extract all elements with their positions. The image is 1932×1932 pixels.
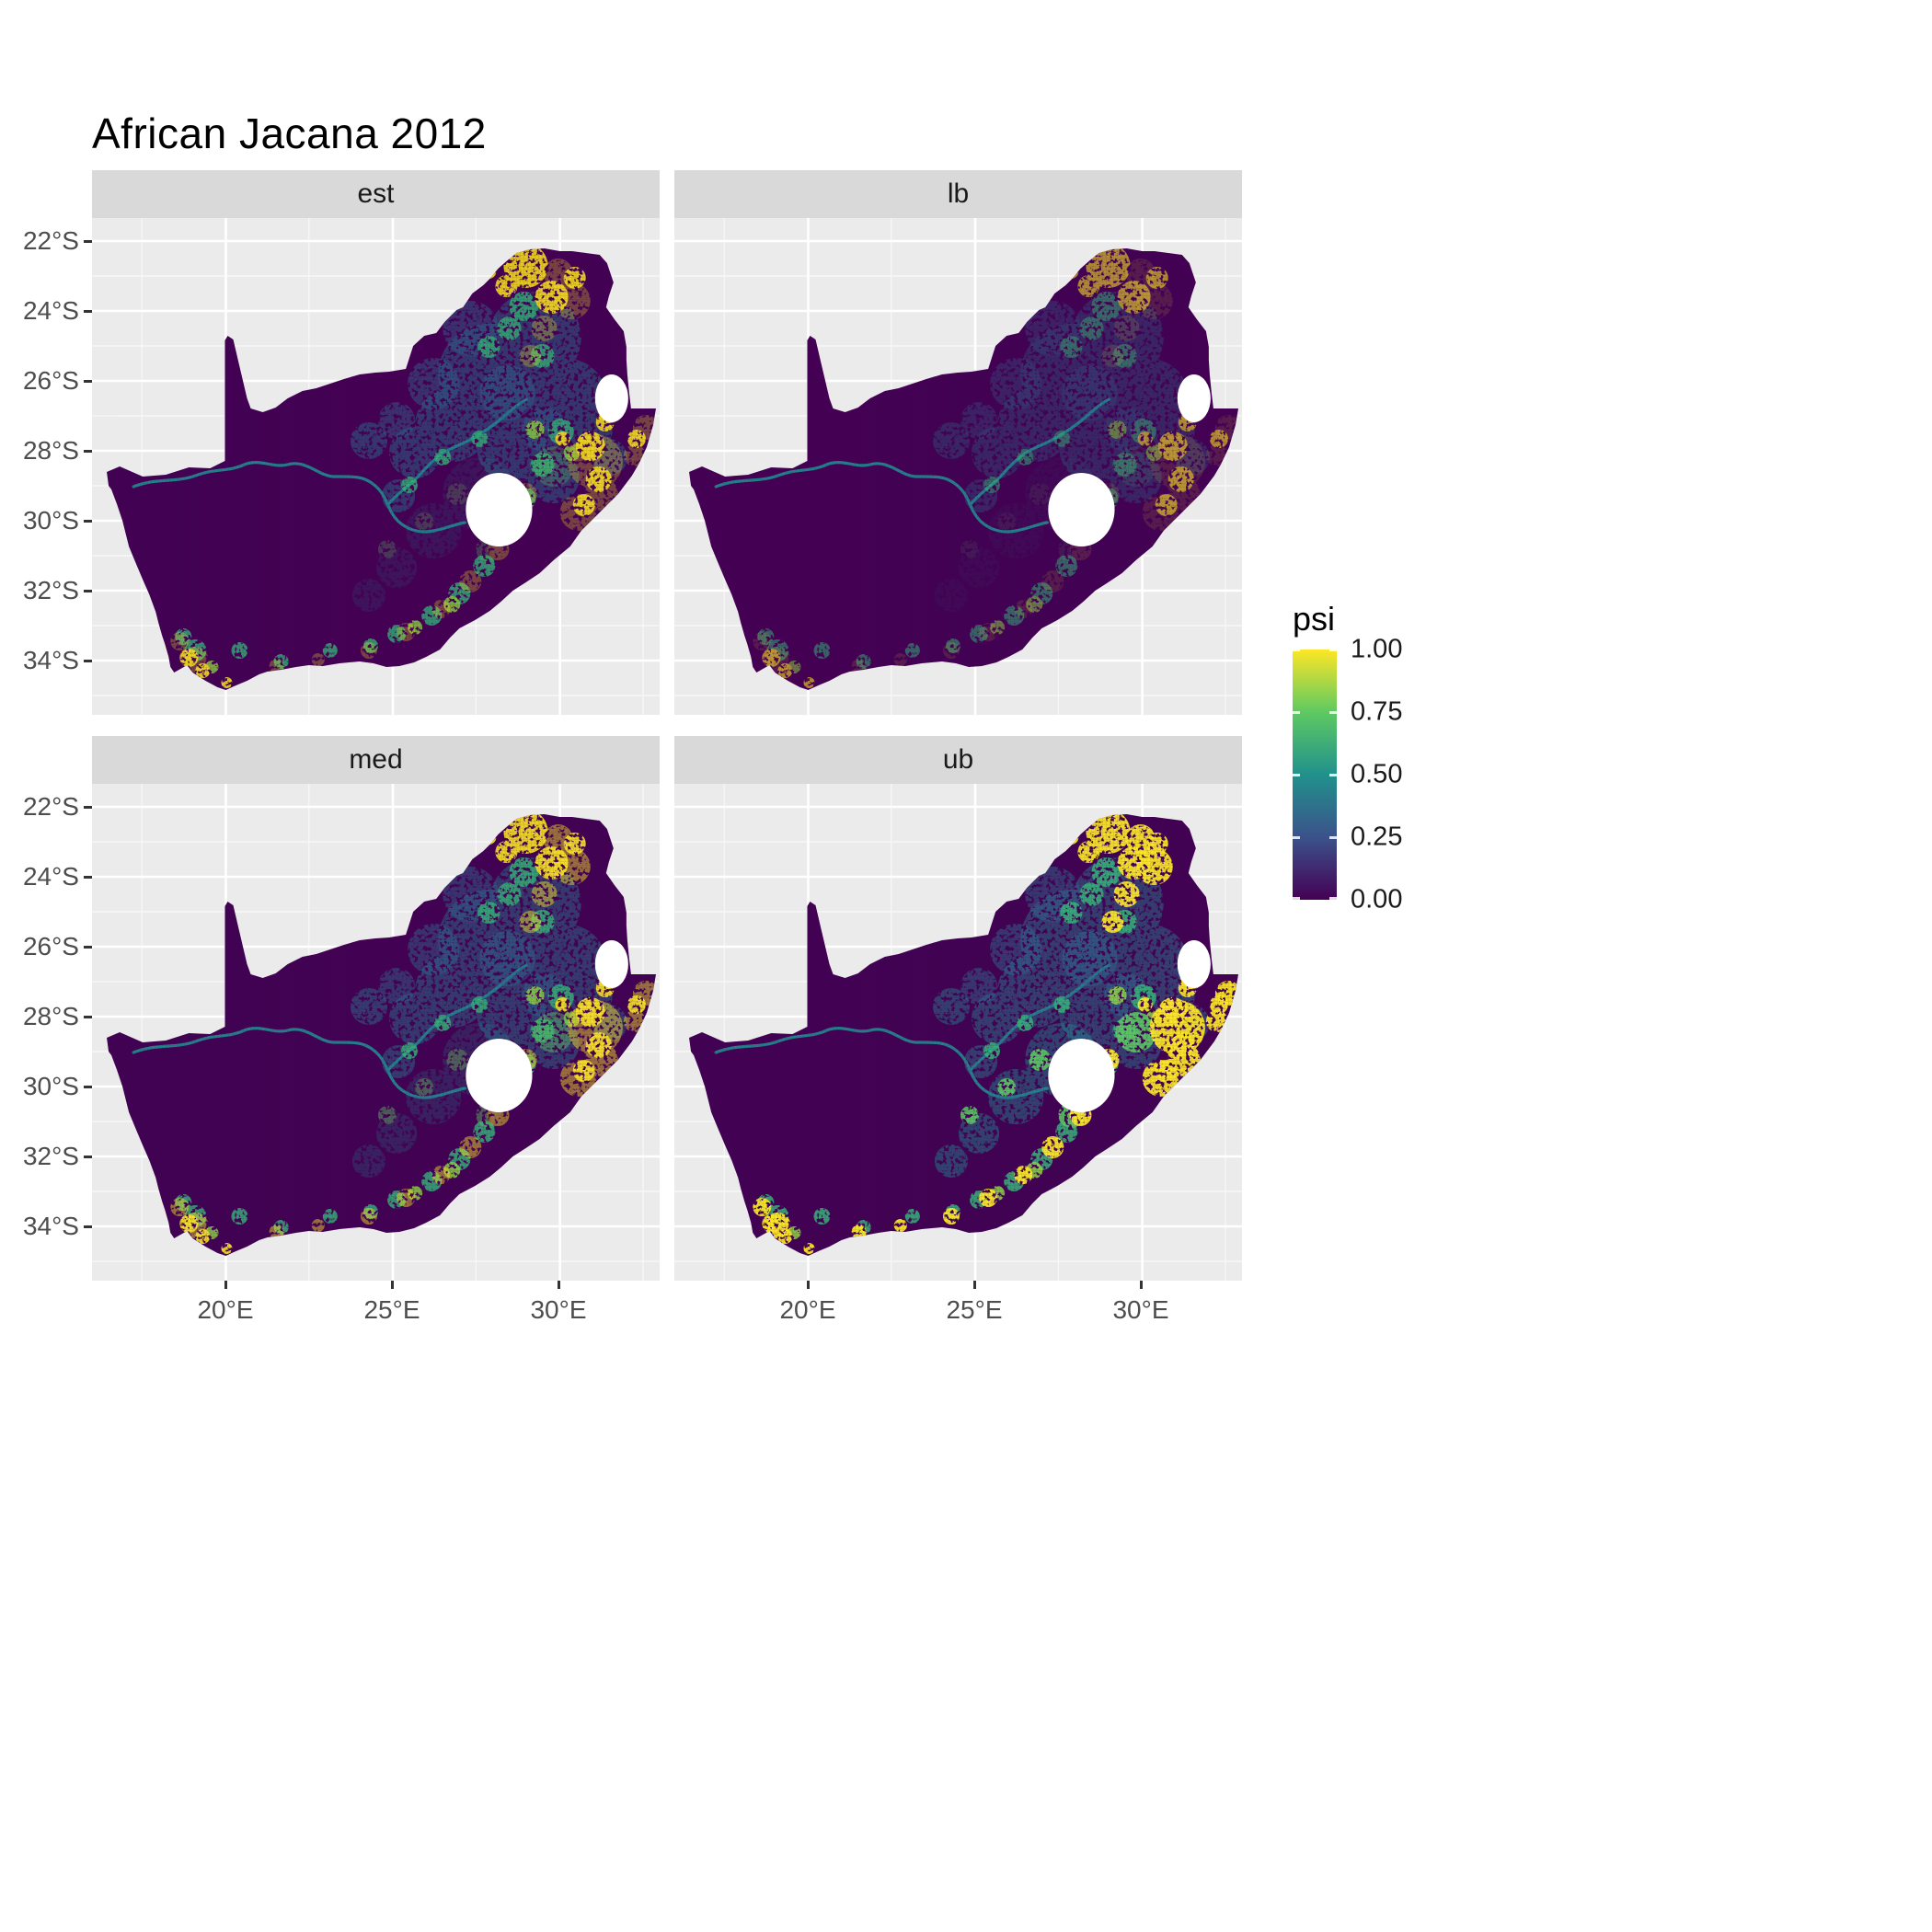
legend-tick-label: 0.25 <box>1351 822 1403 852</box>
legend-tick <box>1293 774 1300 776</box>
map-panel-ub <box>674 784 1242 1281</box>
legend-tick <box>1293 836 1300 839</box>
legend-tick <box>1293 711 1300 714</box>
axis-tick <box>84 450 92 453</box>
legend-tick <box>1293 649 1300 651</box>
legend-tick <box>1329 836 1337 839</box>
x-tick-label: 25°E <box>946 1295 1003 1324</box>
axis-tick <box>224 1281 227 1289</box>
map-panel-med <box>92 784 660 1281</box>
legend-tick <box>1293 897 1300 900</box>
facet-strip-label: ub <box>942 744 974 775</box>
plot-title: African Jacana 2012 <box>92 109 487 157</box>
axis-tick <box>84 310 92 313</box>
axis-tick <box>84 876 92 879</box>
x-tick-label: 20°E <box>197 1295 254 1324</box>
axis-tick <box>84 520 92 523</box>
y-tick-label: 30°S <box>22 1072 79 1100</box>
legend-tick <box>1329 649 1337 651</box>
x-tick-label: 30°E <box>1112 1295 1169 1324</box>
x-tick-label: 20°E <box>779 1295 836 1324</box>
axis-tick <box>1140 1281 1143 1289</box>
y-tick-label: 28°S <box>22 1002 79 1030</box>
map-panel-lb <box>674 218 1242 715</box>
axis-tick <box>391 1281 394 1289</box>
facet-strip-lb: lb <box>674 170 1242 218</box>
x-tick-label: 25°E <box>363 1295 420 1324</box>
axis-tick <box>84 1016 92 1018</box>
axis-tick <box>84 946 92 949</box>
legend-tick <box>1329 897 1337 900</box>
facet-strip-ub: ub <box>674 736 1242 784</box>
facet-strip-label: lb <box>947 178 970 209</box>
y-tick-label: 22°S <box>22 226 79 255</box>
y-tick-label: 34°S <box>22 646 79 674</box>
legend-tick <box>1329 711 1337 714</box>
axis-tick <box>84 590 92 592</box>
y-tick-label: 24°S <box>22 296 79 325</box>
legend-title: psi <box>1293 600 1336 638</box>
legend-tick <box>1329 774 1337 776</box>
axis-tick <box>84 1086 92 1088</box>
map-panel-est <box>92 218 660 715</box>
y-tick-label: 32°S <box>22 1142 79 1170</box>
y-tick-label: 32°S <box>22 576 79 604</box>
axis-tick <box>84 660 92 662</box>
facet-strip-est: est <box>92 170 660 218</box>
axis-tick <box>84 380 92 383</box>
y-tick-label: 22°S <box>22 792 79 821</box>
y-tick-label: 34°S <box>22 1212 79 1240</box>
axis-tick <box>558 1281 560 1289</box>
y-tick-label: 26°S <box>22 366 79 395</box>
axis-tick <box>84 1156 92 1158</box>
facet-strip-label: est <box>357 178 395 209</box>
legend-tick-label: 0.50 <box>1351 759 1403 789</box>
axis-tick <box>973 1281 976 1289</box>
facet-strip-label: med <box>349 744 403 775</box>
axis-tick <box>84 806 92 809</box>
axis-tick <box>807 1281 810 1289</box>
legend-tick-label: 1.00 <box>1351 634 1403 664</box>
legend-tick-label: 0.75 <box>1351 696 1403 727</box>
y-tick-label: 30°S <box>22 506 79 535</box>
facet-strip-med: med <box>92 736 660 784</box>
x-tick-label: 30°E <box>530 1295 587 1324</box>
y-tick-label: 24°S <box>22 862 79 891</box>
y-tick-label: 26°S <box>22 932 79 960</box>
y-tick-label: 28°S <box>22 436 79 465</box>
legend-tick-label: 0.00 <box>1351 884 1403 914</box>
axis-tick <box>84 240 92 243</box>
axis-tick <box>84 1225 92 1228</box>
